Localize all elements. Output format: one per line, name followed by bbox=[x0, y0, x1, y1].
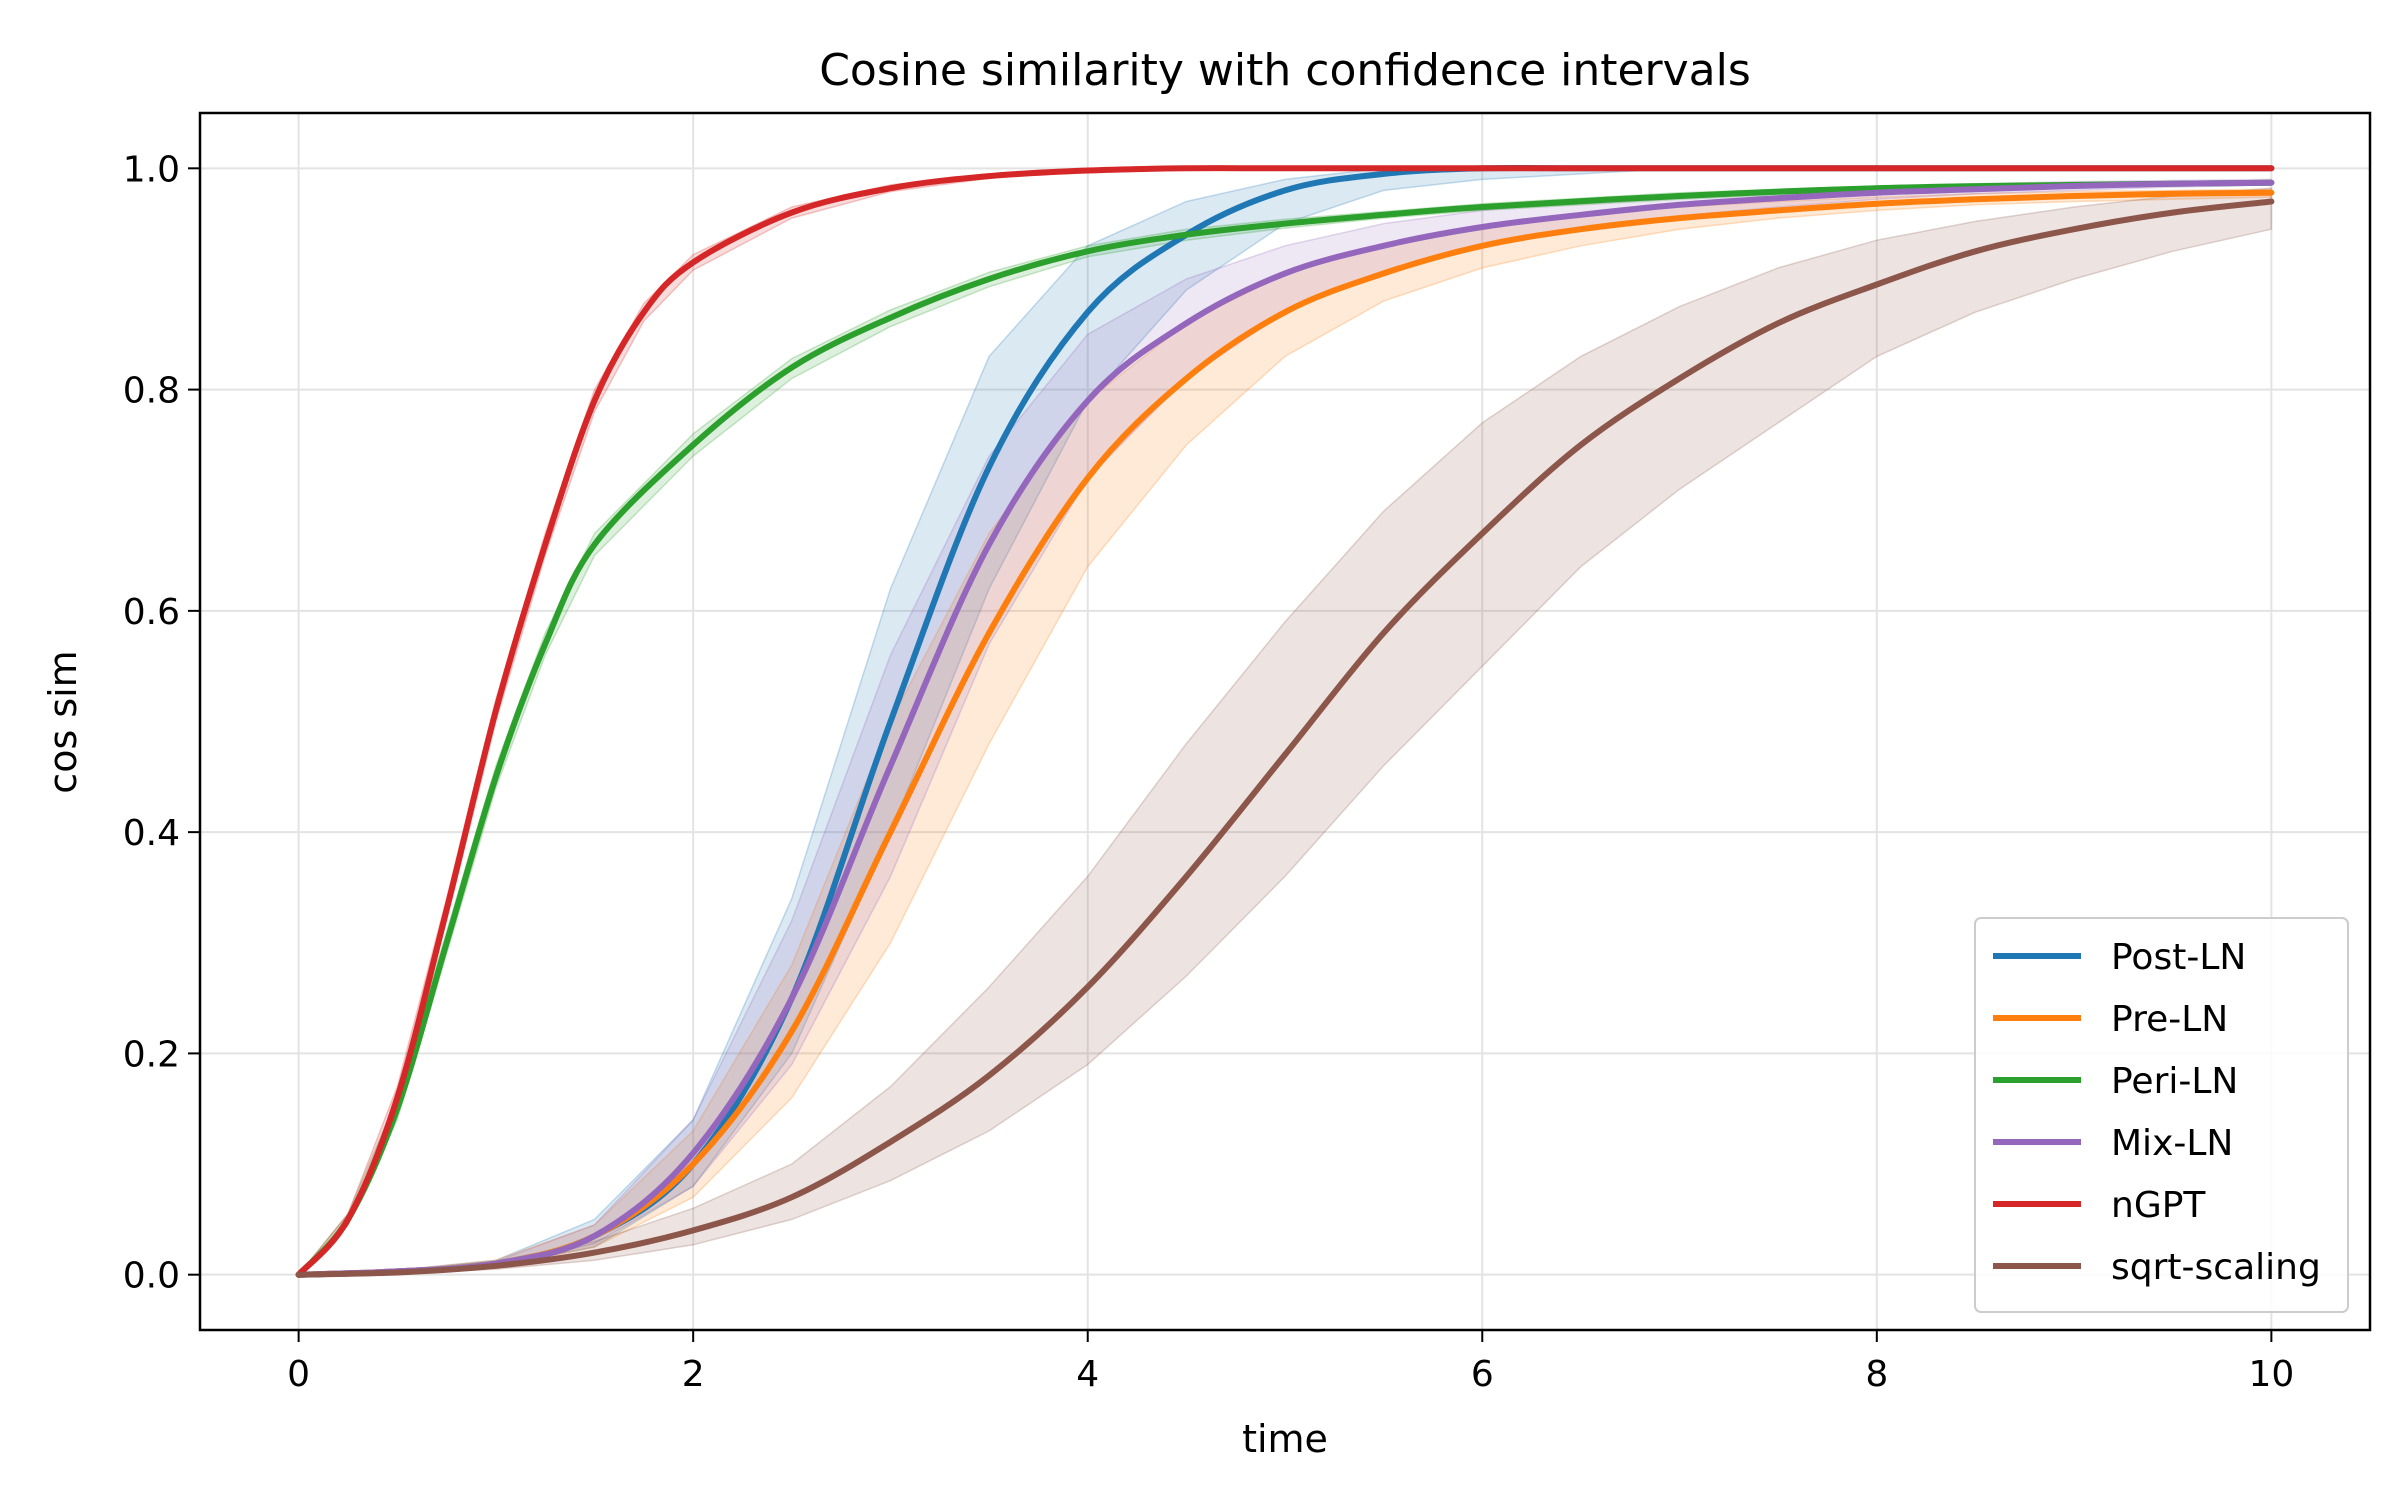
x-tick-label: 6 bbox=[1471, 1354, 1494, 1395]
y-tick-label: 0.0 bbox=[123, 1256, 180, 1297]
chart-title: Cosine similarity with confidence interv… bbox=[819, 45, 1751, 96]
band-sqrt-scaling bbox=[298, 187, 2273, 1276]
legend-label-mix-ln: Mix-LN bbox=[2111, 1123, 2233, 1164]
x-axis-label: time bbox=[1242, 1417, 1328, 1461]
series-lines bbox=[295, 164, 2275, 1278]
legend-label-pre-ln: Pre-LN bbox=[2111, 999, 2228, 1040]
legend: Post-LN Pre-LN Peri-LN Mix-LN nGPT sqrt-scali… bbox=[1974, 917, 2349, 1313]
line-peri-ln bbox=[295, 179, 2275, 1278]
x-tick-label: 8 bbox=[1865, 1354, 1888, 1395]
y-tick-label: 1.0 bbox=[123, 149, 180, 190]
x-axis: 0 2 4 6 8 10 bbox=[287, 1330, 2294, 1395]
line-ngpt bbox=[295, 165, 2275, 1278]
x-tick-label: 10 bbox=[2248, 1354, 2294, 1395]
line-pre-ln bbox=[295, 189, 2275, 1278]
plot-frame bbox=[198, 111, 2372, 1332]
legend-label-sqrt-scaling: sqrt-scaling bbox=[2111, 1247, 2321, 1288]
y-tick-label: 0.8 bbox=[123, 371, 180, 412]
legend-label-ngpt: nGPT bbox=[2111, 1185, 2206, 1226]
y-tick-label: 0.4 bbox=[123, 813, 180, 854]
legend-label-peri-ln: Peri-LN bbox=[2111, 1061, 2238, 1102]
x-tick-label: 2 bbox=[682, 1354, 705, 1395]
y-tick-label: 0.6 bbox=[123, 592, 180, 633]
y-tick-label: 0.2 bbox=[123, 1034, 180, 1075]
line-mix-ln bbox=[295, 179, 2275, 1278]
y-axis-label: cos sim bbox=[41, 650, 85, 793]
x-tick-label: 4 bbox=[1076, 1354, 1099, 1395]
legend-label-post-ln: Post-LN bbox=[2111, 937, 2246, 978]
y-axis: 0.0 0.2 0.4 0.6 0.8 1.0 bbox=[123, 149, 200, 1297]
line-sqrt-scaling bbox=[295, 198, 2275, 1278]
x-tick-label: 0 bbox=[287, 1354, 310, 1395]
